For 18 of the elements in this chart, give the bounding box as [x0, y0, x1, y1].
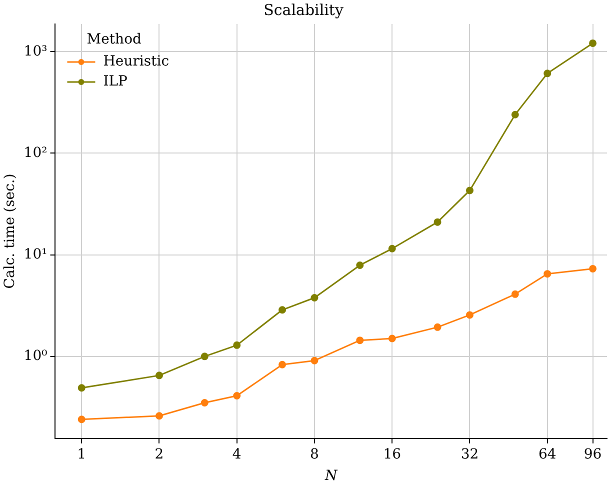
x-tick-label: 4	[232, 446, 242, 462]
x-tick-label: 16	[383, 446, 402, 462]
x-tick-label: 8	[310, 446, 319, 462]
y-axis-title: Calc. time (sec.)	[2, 174, 18, 289]
y-tick-label: 10²	[24, 144, 48, 161]
x-tick-label: 1	[77, 446, 86, 462]
x-tick-label: 96	[584, 446, 602, 462]
x-tick-label: 2	[154, 446, 164, 462]
y-tick-label: 10⁰	[24, 348, 48, 364]
y-tick-label: 10³	[24, 43, 48, 60]
x-tick-label: 32	[460, 446, 479, 462]
y-tick-label: 10¹	[24, 246, 48, 262]
legend-title: Method	[86, 32, 142, 48]
chart-title: Scalability	[264, 0, 344, 19]
x-tick-label: 64	[538, 446, 556, 462]
x-axis-title: N	[324, 468, 338, 484]
legend-label: Heuristic	[103, 54, 170, 70]
legend-label: ILP	[103, 74, 128, 90]
